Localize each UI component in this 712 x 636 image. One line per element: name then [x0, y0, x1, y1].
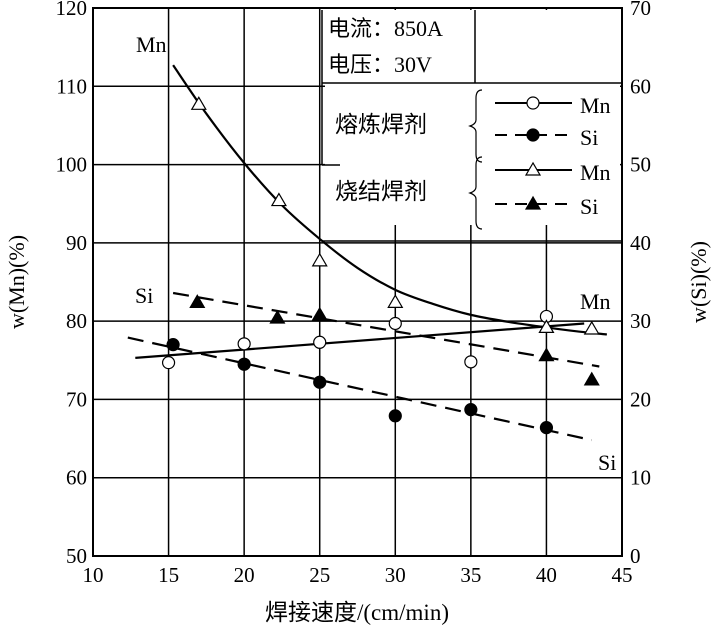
y2-tick-label: 20: [630, 387, 651, 411]
data-point-open-triangle: [311, 252, 328, 267]
legend-group-fused: 熔炼焊剂: [335, 112, 427, 137]
data-point-filled-triangle: [538, 347, 555, 362]
data-point-open-circle: [464, 355, 478, 369]
x-tick-label: 40: [536, 563, 557, 587]
legend-brace: [468, 89, 483, 163]
y2-tick-label: 30: [630, 309, 651, 333]
y-tick-label: 90: [66, 231, 87, 255]
y-tick-label: 110: [56, 74, 87, 98]
y2-tick-label: 10: [630, 466, 651, 490]
data-point-open-circle: [161, 356, 176, 370]
curve-label-mn-top: Mn: [136, 32, 167, 57]
data-point-open-circle: [313, 335, 327, 349]
annotation-voltage: 电压：30V: [328, 52, 432, 77]
y-tick-label: 100: [56, 153, 88, 177]
data-point-open-triangle: [190, 96, 207, 110]
data-point-filled-circle: [464, 403, 478, 417]
legend-entry-fused-si: Si: [580, 125, 598, 150]
data-point-filled-triangle: [524, 195, 542, 210]
x-axis-title: 焊接速度/(cm/min): [265, 600, 449, 625]
data-point-open-triangle: [538, 319, 555, 334]
legend-brace: [468, 156, 483, 230]
data-point-filled-circle: [166, 338, 180, 352]
legend-entry-fused-mn: Mn: [580, 93, 611, 118]
data-point-filled-triangle: [269, 309, 286, 324]
data-point-open-triangle: [524, 161, 542, 176]
annotation-current: 电流：850A: [328, 16, 443, 41]
y2-tick-label: 50: [630, 153, 651, 177]
x-tick-label: 20: [234, 563, 255, 587]
y-axis-title: w(Mn)(%): [4, 235, 29, 329]
y-tick-label: 70: [66, 387, 87, 411]
data-point-open-circle: [388, 316, 402, 331]
data-point-open-circle: [526, 96, 540, 110]
series-line: [127, 336, 593, 442]
curve-label-si-left: Si: [135, 283, 153, 308]
x-tick-label: 15: [158, 563, 179, 587]
data-point-filled-triangle: [189, 294, 206, 308]
x-tick-label: 10: [83, 563, 104, 587]
legend-entry-sintered-mn: Mn: [580, 160, 611, 185]
data-point-filled-circle: [237, 357, 251, 371]
y2-tick-label: 60: [630, 74, 651, 98]
legend-group-sintered: 烧结焊剂: [335, 179, 427, 204]
data-point-open-triangle: [387, 294, 404, 308]
series-line: [172, 291, 600, 368]
series-0: [135, 309, 585, 370]
x-tick-label: 45: [612, 563, 633, 587]
x-tick-label: 30: [385, 563, 406, 587]
tick-labels: 10 15 20 25 30 35 40 45 50 60 70 80 90 100 110 120 0 10 20…: [56, 0, 652, 587]
data-point-filled-circle: [313, 375, 327, 389]
data-point-filled-circle: [526, 128, 540, 142]
series-line: [135, 322, 585, 359]
data-point-filled-circle: [539, 421, 554, 435]
y2-axis-title: w(Si)(%): [686, 241, 711, 323]
y2-tick-label: 40: [630, 231, 651, 255]
x-tick-label: 25: [309, 563, 330, 587]
data-point-filled-circle: [388, 409, 402, 423]
y-tick-label: 120: [56, 0, 88, 20]
curve-label-si-bottom: Si: [598, 450, 616, 475]
curve-label-mn-right: Mn: [580, 289, 611, 314]
data-point-open-triangle: [583, 320, 600, 335]
y2-tick-label: 70: [630, 0, 651, 20]
y-tick-label: 60: [66, 466, 87, 490]
y-tick-label: 50: [66, 544, 87, 568]
series-3: [172, 291, 600, 386]
data-point-filled-triangle: [583, 371, 600, 386]
annotation-background: [325, 10, 475, 83]
plot-frame: [92, 7, 623, 557]
legend-samples: [495, 96, 572, 210]
series-2: [172, 64, 607, 336]
data-point-open-triangle: [270, 192, 287, 207]
data-point-open-circle: [237, 337, 251, 351]
legend-entry-sintered-si: Si: [580, 194, 598, 219]
x-tick-label: 35: [460, 563, 481, 587]
series-1: [127, 336, 593, 442]
y-tick-label: 80: [66, 309, 87, 333]
data-point-filled-triangle: [311, 306, 328, 321]
y2-tick-label: 0: [630, 544, 641, 568]
series-layer: [127, 64, 607, 442]
